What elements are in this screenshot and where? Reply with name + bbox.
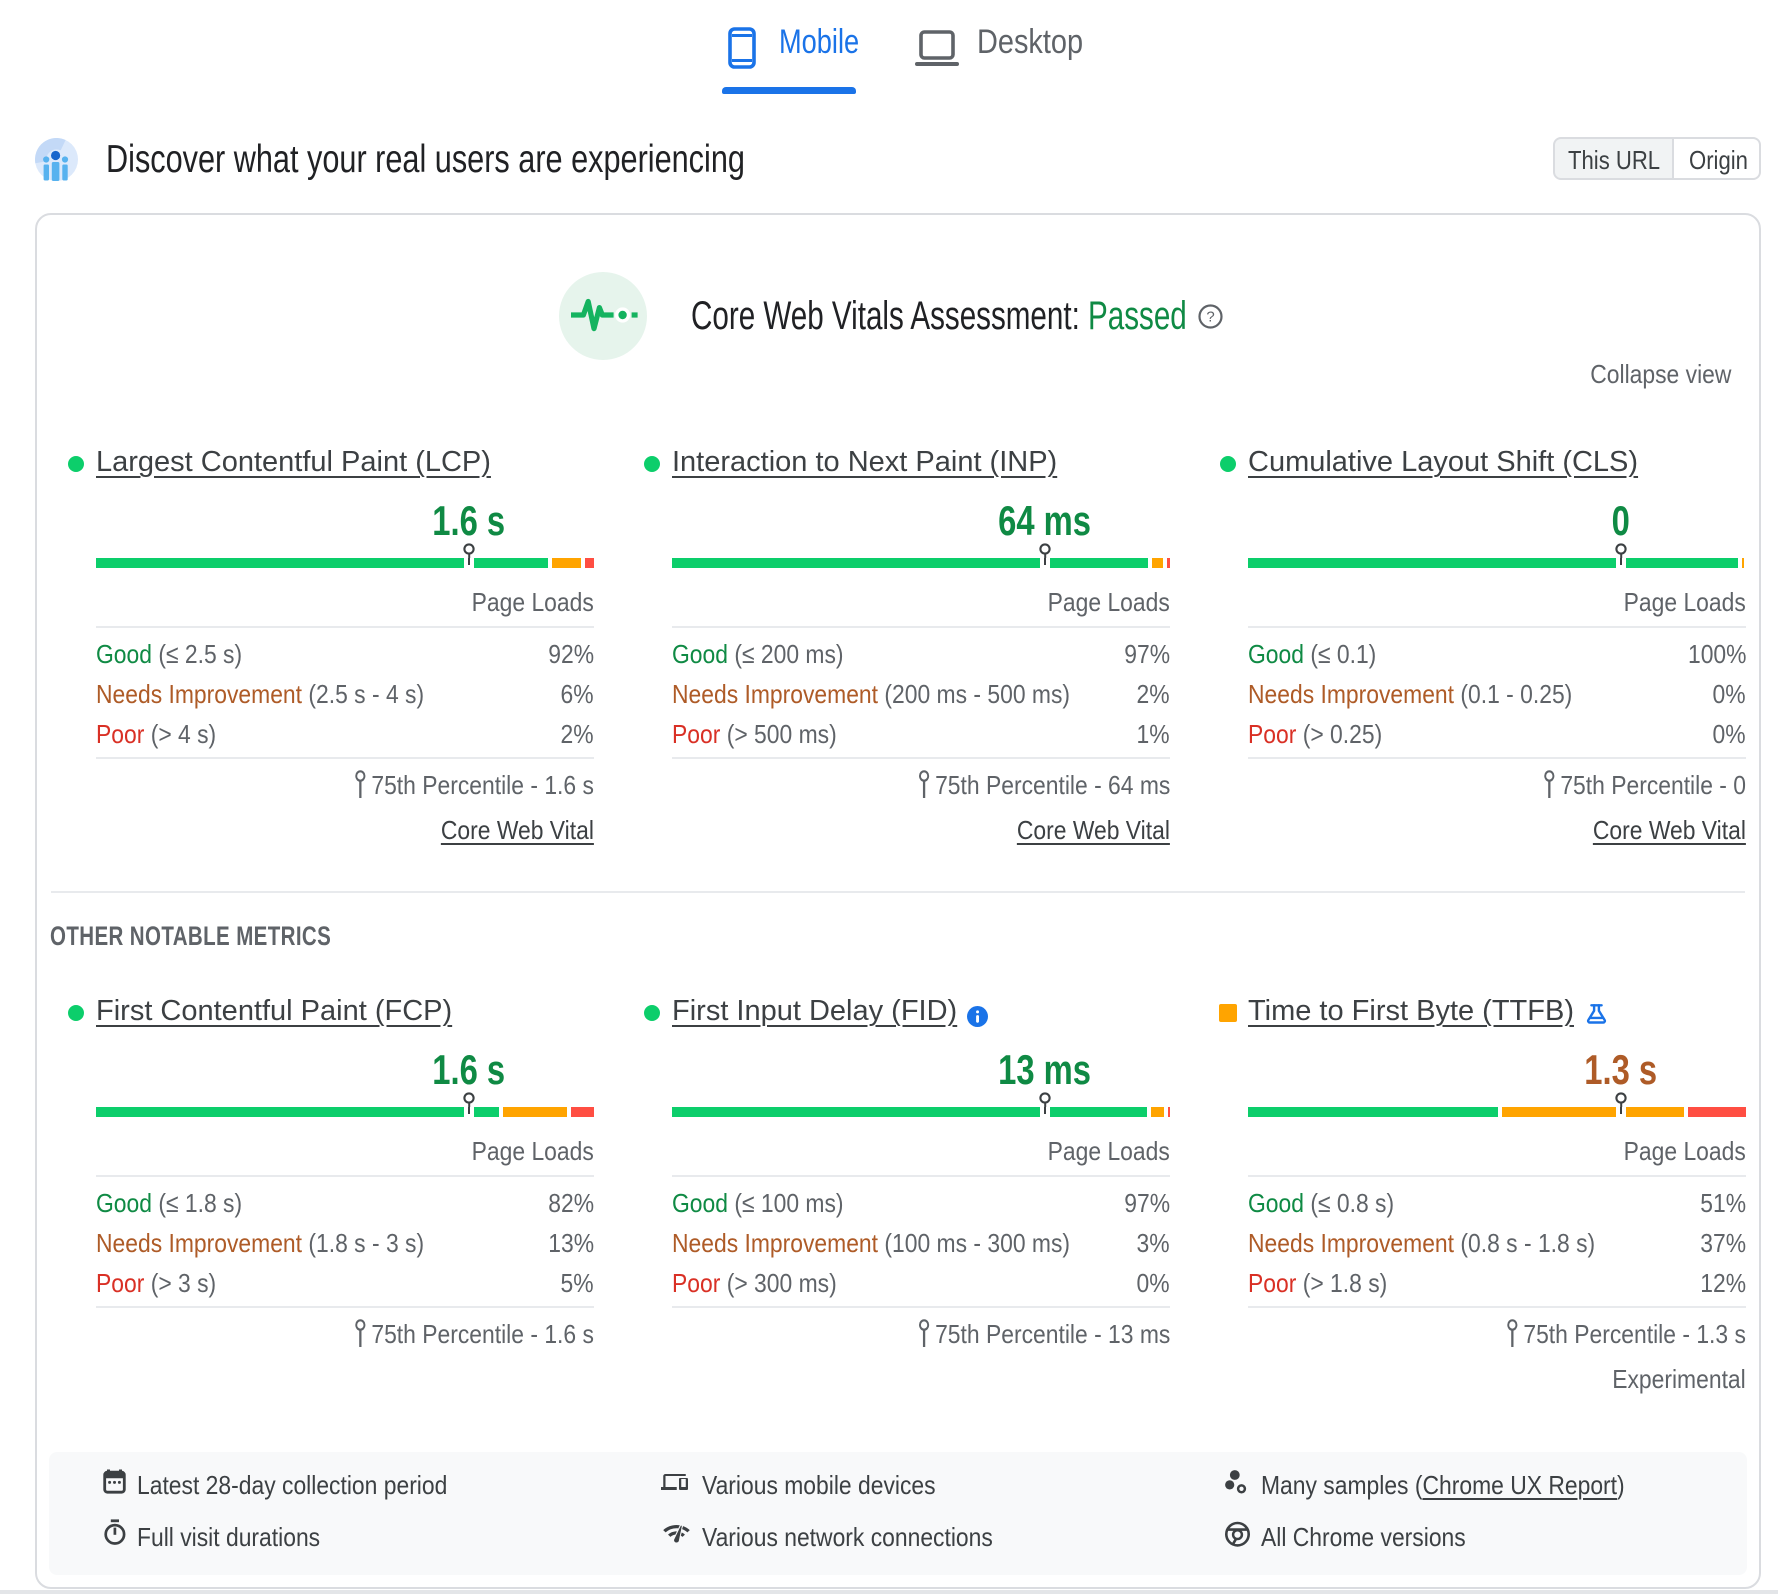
svg-text:?: ? bbox=[1206, 309, 1214, 326]
